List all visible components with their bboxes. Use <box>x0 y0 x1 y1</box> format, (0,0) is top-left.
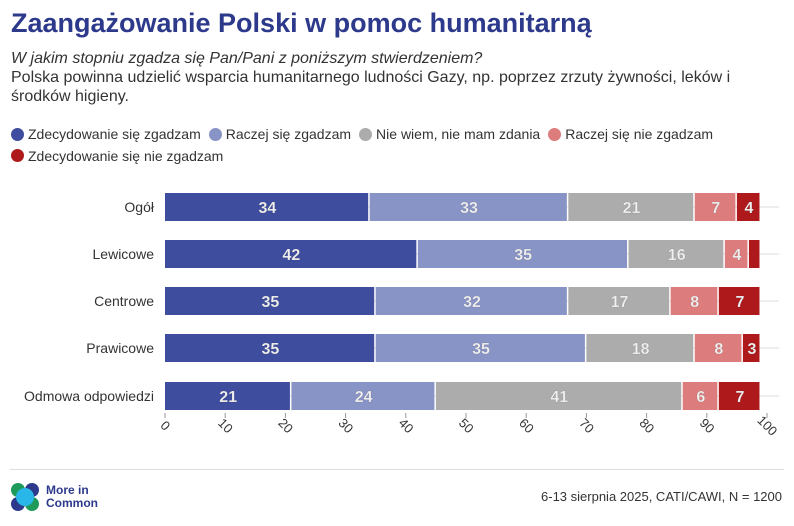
bar-segment <box>165 382 290 410</box>
bar-segment <box>417 240 628 268</box>
bar-segment <box>718 382 760 410</box>
question-text: W jakim stopniu zgadza się Pan/Pani z po… <box>11 50 483 67</box>
category-label: Odmowa odpowiedzi <box>24 388 154 404</box>
category-label: Prawicowe <box>86 340 154 356</box>
legend-swatch <box>208 127 222 141</box>
bar-segment <box>586 334 694 362</box>
bar-segment <box>724 240 748 268</box>
data-label: 7 <box>735 294 744 311</box>
bar-segment <box>165 287 375 315</box>
data-label: 24 <box>355 389 373 406</box>
legend-swatch <box>11 127 24 141</box>
bar-segment <box>682 382 718 410</box>
data-label: 18 <box>632 341 650 358</box>
legend-label: Raczej się nie zgadzam <box>565 126 714 142</box>
data-label: 41 <box>550 389 568 406</box>
bar-segment <box>742 334 760 362</box>
data-label: 16 <box>668 247 686 264</box>
bar-segment <box>375 334 585 362</box>
category-label: Lewicowe <box>93 246 155 262</box>
data-label: 35 <box>261 341 279 358</box>
bar-segment <box>369 193 567 221</box>
bar-segment <box>670 287 718 315</box>
legend-item: Raczej się nie zgadzam <box>548 124 713 144</box>
bar-segment <box>568 193 694 221</box>
source-note: 6-13 sierpnia 2025, CATI/CAWI, N = 1200 <box>541 489 782 504</box>
logo-text-1: More in <box>46 483 89 497</box>
legend-item: Nie wiem, nie mam zdania <box>359 124 540 144</box>
x-tick-label: 10 <box>215 415 236 436</box>
bar-segment <box>165 193 369 221</box>
more-in-common-logo: More in Common <box>10 482 98 512</box>
x-tick-label: 40 <box>396 415 417 436</box>
legend-label: Raczej się zgadzam <box>225 126 352 142</box>
data-label: 35 <box>261 294 279 311</box>
data-label: 21 <box>219 389 237 406</box>
bar-segment <box>375 287 567 315</box>
data-label: 3 <box>747 341 756 358</box>
legend-swatch <box>548 127 562 141</box>
category-label: Centrowe <box>94 293 154 309</box>
data-label: 8 <box>714 341 723 358</box>
legend-label: Zdecydowanie się nie zgadzam <box>28 147 224 164</box>
legend-item: Zdecydowanie się nie zgadzam <box>11 146 223 166</box>
x-tick-label: 80 <box>637 415 658 436</box>
x-tick-label: 100 <box>754 413 780 439</box>
data-label: 35 <box>472 341 490 358</box>
data-label: 6 <box>696 389 705 406</box>
bar-segment <box>165 334 375 362</box>
category-label: Ogół <box>124 199 154 215</box>
logo-icon <box>11 483 39 511</box>
logo-text-2: Common <box>46 496 98 510</box>
legend: Zdecydowanie się zgadzam Raczej się zgadz… <box>11 124 781 167</box>
bar-segment <box>628 240 724 268</box>
bar-segment <box>694 193 736 221</box>
bar-segment <box>435 382 682 410</box>
data-label: 42 <box>283 247 301 264</box>
bar-segment <box>748 240 760 268</box>
legend-label: Nie wiem, nie mam zdania <box>376 126 541 142</box>
legend-label: Zdecydowanie się zgadzam <box>28 126 201 142</box>
data-label: 17 <box>611 294 629 311</box>
x-tick-label: 70 <box>576 415 597 436</box>
x-tick-label: 60 <box>516 415 537 436</box>
bar-segment <box>694 334 742 362</box>
data-label: 34 <box>258 200 276 217</box>
data-label: 35 <box>514 247 532 264</box>
data-label: 21 <box>623 200 641 217</box>
data-label: 8 <box>690 294 699 311</box>
data-label: 7 <box>735 389 744 406</box>
legend-swatch <box>359 127 373 141</box>
data-label: 32 <box>463 294 481 311</box>
data-label: 4 <box>744 200 753 217</box>
bar-segment <box>291 382 435 410</box>
bar-segment <box>736 193 760 221</box>
legend-item: Zdecydowanie się zgadzam <box>11 124 201 144</box>
x-tick-label: 30 <box>336 415 357 436</box>
bar-segment <box>165 240 417 268</box>
data-label: 7 <box>711 200 720 217</box>
data-label: 33 <box>460 200 478 217</box>
statement-text: Polska powinna udzielić wsparcia humanit… <box>11 69 731 105</box>
x-tick-label: 0 <box>157 418 173 434</box>
legend-swatch <box>11 149 24 162</box>
legend-item: Raczej się zgadzam <box>208 124 352 144</box>
chart-title: Zaangażowanie Polski w pomoc humanitarną <box>11 8 592 38</box>
x-tick-label: 50 <box>456 415 477 436</box>
bar-segment <box>568 287 670 315</box>
data-label: 4 <box>732 247 741 264</box>
x-tick-label: 20 <box>275 415 296 436</box>
subtitle: W jakim stopniu zgadza się Pan/Pani z po… <box>11 49 781 106</box>
x-tick-label: 90 <box>697 415 718 436</box>
bar-segment <box>718 287 760 315</box>
footer-divider <box>10 469 784 470</box>
